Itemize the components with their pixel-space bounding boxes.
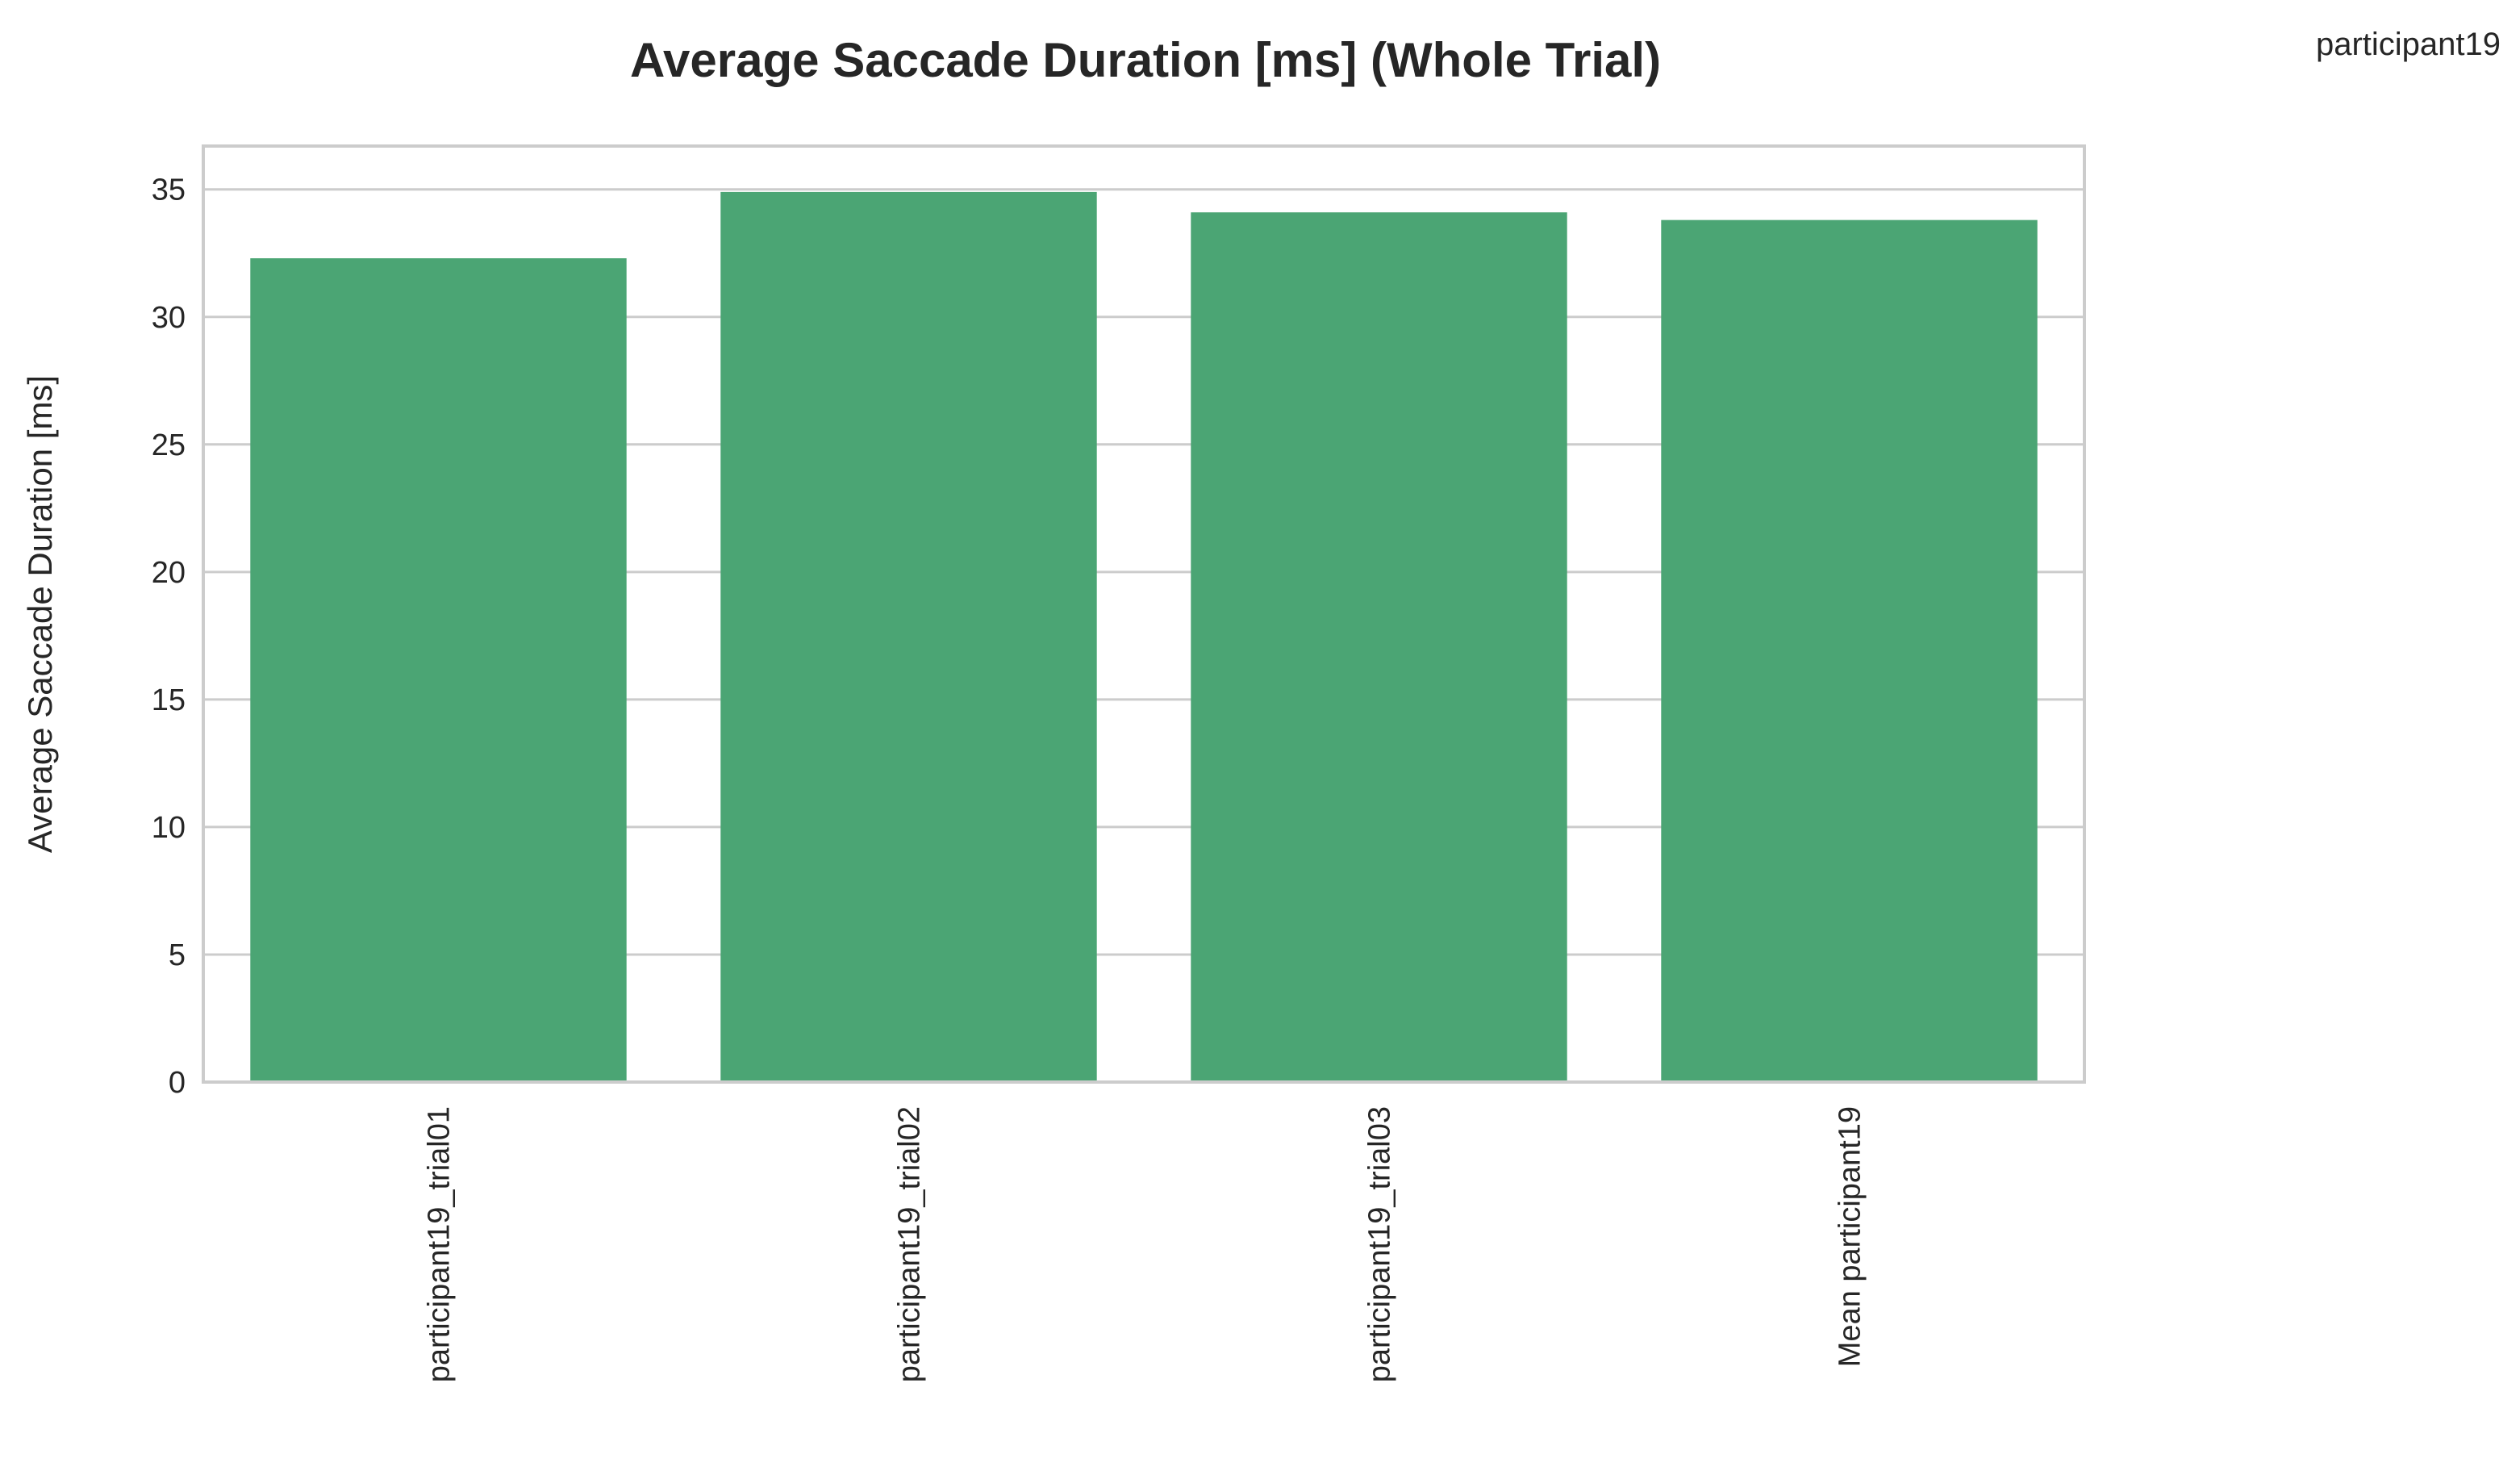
y-tick-label: 10 <box>152 811 186 845</box>
x-tick-label: participant19_trial02 <box>893 1106 927 1382</box>
y-tick-label: 35 <box>152 173 186 207</box>
x-tick-label: Mean participant19 <box>1834 1106 1867 1367</box>
bars <box>250 191 2038 1083</box>
y-tick-label: 5 <box>169 938 186 972</box>
y-tick-labels: 0 5 10 15 20 25 30 35 <box>152 173 186 1100</box>
bar <box>250 258 627 1082</box>
bar <box>1661 219 2038 1083</box>
participant-label: participant19 <box>2316 27 2501 62</box>
y-axis-label: Average Saccade Duration [ms] <box>21 375 59 853</box>
y-tick-label: 30 <box>152 301 186 335</box>
y-tick-label: 0 <box>169 1066 186 1100</box>
x-tick-label: participant19_trial01 <box>423 1106 457 1382</box>
y-tick-label: 15 <box>152 683 186 717</box>
x-tick-labels: participant19_trial01 participant19_trial… <box>423 1106 1867 1382</box>
plot-frame <box>202 144 2086 1084</box>
bar <box>1191 212 1567 1083</box>
x-tick-label: participant19_trial03 <box>1363 1106 1397 1382</box>
y-tick-label: 25 <box>152 428 186 462</box>
chart-title: Average Saccade Duration [ms] (Whole Tri… <box>630 33 1661 87</box>
y-tick-label: 20 <box>152 556 186 590</box>
bar <box>720 191 1097 1082</box>
